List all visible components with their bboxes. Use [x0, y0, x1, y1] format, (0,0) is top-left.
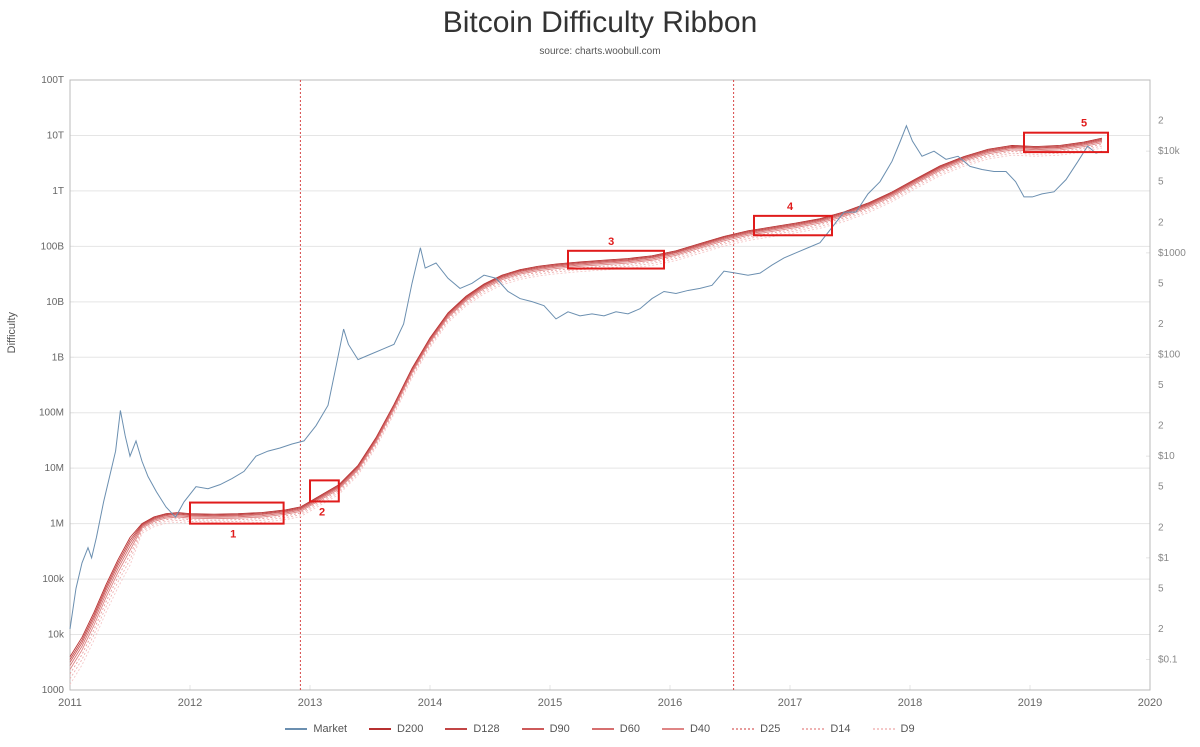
legend-item: Market [285, 723, 347, 735]
legend-item: D9 [873, 723, 915, 735]
legend-item: D128 [445, 723, 499, 735]
svg-text:10k: 10k [48, 630, 65, 641]
legend-item: D40 [662, 723, 710, 735]
svg-text:100B: 100B [41, 241, 65, 252]
svg-text:3: 3 [608, 236, 614, 248]
svg-text:2020: 2020 [1138, 697, 1162, 709]
svg-text:2014: 2014 [418, 697, 442, 709]
svg-text:$1000: $1000 [1158, 248, 1186, 259]
svg-text:2017: 2017 [778, 697, 802, 709]
svg-text:2013: 2013 [298, 697, 322, 709]
svg-text:1T: 1T [52, 186, 64, 197]
svg-text:2015: 2015 [538, 697, 562, 709]
chart-container: Bitcoin Difficulty Ribbon source: charts… [0, 0, 1200, 747]
svg-text:2019: 2019 [1018, 697, 1042, 709]
svg-text:100T: 100T [41, 75, 64, 86]
svg-text:1000: 1000 [42, 685, 65, 696]
svg-text:1B: 1B [52, 352, 65, 363]
svg-text:10M: 10M [45, 463, 64, 474]
svg-text:$0.1: $0.1 [1158, 655, 1178, 666]
svg-text:$1: $1 [1158, 553, 1170, 564]
svg-text:2: 2 [1158, 319, 1164, 330]
svg-text:5: 5 [1158, 482, 1164, 493]
svg-text:2: 2 [1158, 624, 1164, 635]
svg-text:2018: 2018 [898, 697, 922, 709]
svg-text:10B: 10B [46, 297, 64, 308]
svg-text:2: 2 [1158, 421, 1164, 432]
svg-text:1: 1 [230, 529, 236, 541]
legend: Market D200 D128 D90 D60 D40 D25 D14 D9 [0, 723, 1200, 735]
svg-text:2011: 2011 [58, 697, 82, 709]
svg-text:5: 5 [1158, 278, 1164, 289]
legend-item: D90 [522, 723, 570, 735]
legend-item: D60 [592, 723, 640, 735]
svg-text:$10k: $10k [1158, 146, 1181, 157]
svg-text:100M: 100M [39, 408, 64, 419]
svg-text:2: 2 [319, 506, 325, 518]
svg-text:5: 5 [1081, 118, 1087, 130]
svg-text:5: 5 [1158, 380, 1164, 391]
svg-text:5: 5 [1158, 177, 1164, 188]
svg-text:$10: $10 [1158, 451, 1175, 462]
legend-item: D25 [732, 723, 780, 735]
svg-text:2012: 2012 [178, 697, 202, 709]
svg-text:4: 4 [787, 201, 794, 213]
svg-text:2: 2 [1158, 116, 1164, 127]
svg-text:1M: 1M [50, 519, 64, 530]
chart-svg: 1000 10k 100k 1M 10M 100M 1B 10B 100B 1T 10T 100T 20… [0, 0, 1200, 747]
svg-text:2: 2 [1158, 522, 1164, 533]
svg-text:$100: $100 [1158, 350, 1181, 361]
legend-item: D14 [802, 723, 850, 735]
svg-text:10T: 10T [47, 130, 64, 141]
svg-text:2: 2 [1158, 217, 1164, 228]
svg-text:2016: 2016 [658, 697, 682, 709]
svg-text:100k: 100k [42, 574, 65, 585]
legend-item: D200 [369, 723, 423, 735]
svg-text:5: 5 [1158, 583, 1164, 594]
